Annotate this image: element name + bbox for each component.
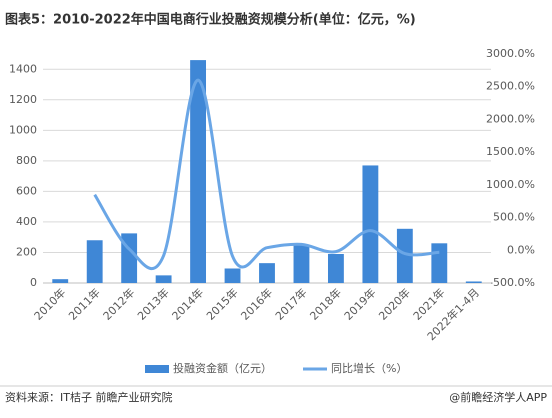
bar <box>259 263 275 283</box>
x-tick-label: 2015年 <box>203 285 240 322</box>
bar <box>465 281 482 283</box>
legend-label: 同比增长（%） <box>331 361 407 375</box>
bar <box>431 243 448 283</box>
x-tick-label: 2011年 <box>65 285 102 322</box>
y-tick-label: 400 <box>16 215 37 228</box>
bar <box>327 253 344 283</box>
bar <box>190 60 207 284</box>
x-tick-label: 2018年 <box>307 285 344 322</box>
x-tick-label: 2019年 <box>341 285 378 322</box>
y2-tick-label: 1000.0% <box>486 178 535 191</box>
chart-title: 图表5：2010-2022年中国电商行业投融资规模分析(单位：亿元，%) <box>5 12 416 28</box>
bar <box>224 268 241 283</box>
source: 资料来源：IT桔子 前瞻产业研究院 <box>5 390 172 404</box>
y-tick-label: 1000 <box>9 123 37 136</box>
y2-tick-label: 2000.0% <box>486 112 535 125</box>
y2-tick-label: 1500.0% <box>486 145 535 158</box>
x-tick-label: 2010年 <box>31 285 68 322</box>
bar <box>293 244 310 283</box>
x-tick-label: 2013年 <box>134 285 171 322</box>
legend-swatch <box>145 365 169 373</box>
y2-tick-label: 0.0% <box>507 243 535 256</box>
y2-tick-label: 3000.0% <box>486 47 535 60</box>
y2-tick-label: 2500.0% <box>486 80 535 93</box>
bar <box>155 275 172 283</box>
legend-label: 投融资金额（亿元） <box>173 361 272 375</box>
x-tick-label: 2014年 <box>169 285 206 322</box>
y-tick-label: 1200 <box>9 93 37 106</box>
y-tick-label: 1400 <box>9 62 37 75</box>
x-tick-label: 2017年 <box>272 285 309 322</box>
y-tick-label: 800 <box>16 154 37 167</box>
y2-tick-label: 500.0% <box>493 211 535 224</box>
bar <box>396 228 413 283</box>
x-tick-label: 2012年 <box>100 285 137 322</box>
line <box>93 78 440 271</box>
bar <box>52 279 69 283</box>
bar <box>362 165 379 283</box>
x-tick-label: 2020年 <box>376 285 413 322</box>
y2-tick-label: -500.0% <box>489 276 535 289</box>
y-tick-label: 200 <box>16 245 37 258</box>
x-tick-label: 2016年 <box>238 285 275 322</box>
y-tick-label: 0 <box>30 276 37 289</box>
credit: @前瞻经济学人APP <box>449 390 547 404</box>
bar <box>86 240 103 283</box>
y-tick-label: 600 <box>16 184 37 197</box>
